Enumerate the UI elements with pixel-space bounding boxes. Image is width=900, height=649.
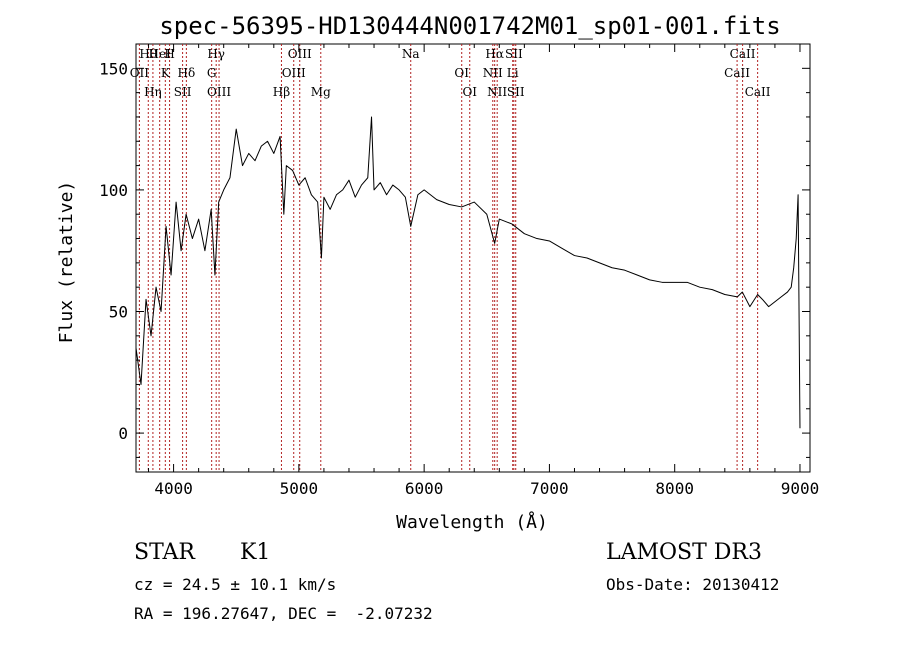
plot-frame bbox=[135, 43, 811, 473]
x-axis-label: Wavelength (Å) bbox=[396, 511, 548, 533]
object-class: STAR bbox=[134, 540, 195, 565]
chart-title: spec-56395-HD130444N001742M01_sp01-001.f… bbox=[159, 12, 780, 40]
x-tick-label: 9000 bbox=[781, 479, 820, 498]
redshift-text: cz = 24.5 ± 10.1 km/s bbox=[134, 575, 337, 594]
line-marker-label: SII bbox=[507, 85, 525, 99]
line-marker-label: NII bbox=[483, 66, 503, 80]
axes-layer: 4000 5000 6000 7000 8000 9000 0 50 100 150 bbox=[99, 44, 819, 498]
spectrum-series bbox=[135, 116, 801, 429]
x-tick-label: 5000 bbox=[280, 479, 319, 498]
line-marker-label: Hδ bbox=[178, 66, 196, 80]
line-marker-label: NII bbox=[487, 85, 507, 99]
line-marker-label: CaII bbox=[724, 66, 750, 80]
line-marker-label: Hβ bbox=[273, 85, 290, 99]
line-marker-label: Hθ bbox=[139, 47, 157, 61]
line-marker-label: CaII bbox=[745, 85, 771, 99]
y-axis-label: Flux (relative) bbox=[56, 181, 77, 344]
line-marker-label: Mg bbox=[311, 85, 331, 99]
line-marker-label: Hγ bbox=[207, 47, 225, 61]
line-marker-labels: HθOIIHηHeIKSIIHHδOIIIHγGHβOIIIOIIIMgNaOI… bbox=[130, 47, 771, 99]
line-marker-label: OI bbox=[454, 66, 469, 80]
line-marker-label: SII bbox=[174, 85, 192, 99]
x-tick-label: 6000 bbox=[405, 479, 444, 498]
line-marker-label: OIII bbox=[288, 47, 312, 61]
plot-border bbox=[135, 43, 811, 473]
y-tick-label: 50 bbox=[109, 303, 128, 322]
line-marker-label: SII bbox=[505, 47, 523, 61]
x-tick-label: 7000 bbox=[530, 479, 569, 498]
y-tick-label: 150 bbox=[99, 59, 128, 78]
line-marker-label: Na bbox=[402, 47, 420, 61]
y-tick-label: 0 bbox=[118, 424, 128, 443]
observation-date: Obs-Date: 20130412 bbox=[606, 575, 780, 594]
line-marker-label: K bbox=[161, 66, 171, 80]
spectrum-line bbox=[135, 116, 801, 429]
x-tick-label: 8000 bbox=[655, 479, 694, 498]
x-tick-label: 4000 bbox=[154, 479, 193, 498]
line-marker-label: OII bbox=[130, 66, 150, 80]
line-marker-label: OIII bbox=[282, 66, 306, 80]
object-subclass: K1 bbox=[240, 540, 271, 565]
line-marker-label: CaII bbox=[730, 47, 756, 61]
line-marker-label: Hη bbox=[144, 85, 162, 99]
line-marker-label: H bbox=[164, 47, 174, 61]
y-tick-label: 100 bbox=[99, 181, 128, 200]
coordinates-text: RA = 196.27647, DEC = -2.07232 bbox=[134, 604, 433, 623]
survey-name: LAMOST DR3 bbox=[606, 540, 762, 565]
line-marker-label: G bbox=[207, 66, 217, 80]
line-marker-label: OI bbox=[462, 85, 477, 99]
line-marker-label: HeI bbox=[149, 47, 172, 61]
line-marker-label: Li bbox=[507, 66, 519, 80]
line-marker-label: OIII bbox=[207, 85, 231, 99]
line-marker-label: Hα bbox=[485, 47, 504, 61]
